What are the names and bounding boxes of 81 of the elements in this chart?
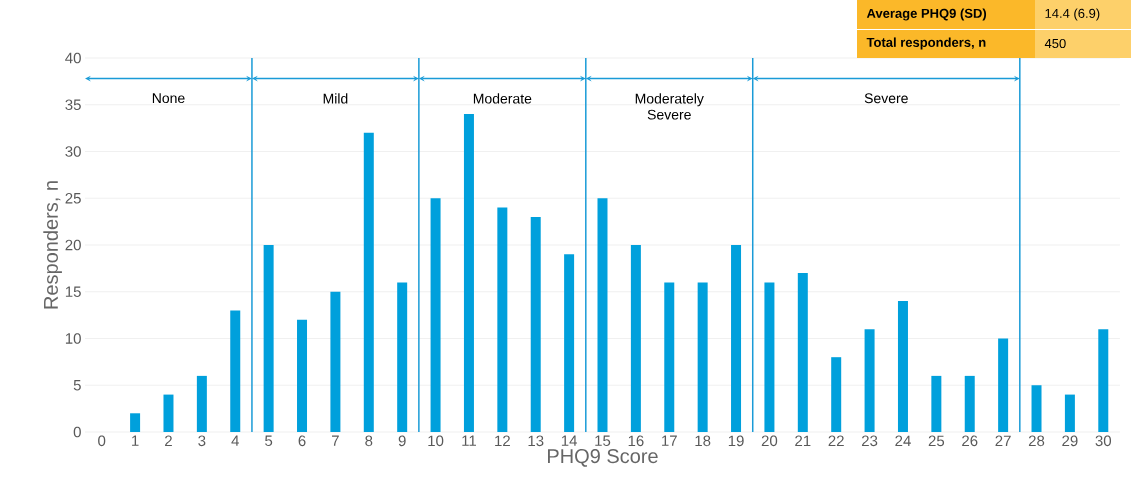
x-tick-label: 9 <box>398 435 406 447</box>
x-tick-label: 10 <box>428 435 444 447</box>
bar <box>497 207 508 432</box>
x-tick-label: 17 <box>662 435 677 446</box>
x-tick-label: 5 <box>265 435 273 446</box>
y-tick-label: 30 <box>65 146 81 157</box>
x-tick-label: 21 <box>795 435 811 446</box>
x-tick-label: 25 <box>928 435 945 447</box>
x-tick-label: 6 <box>298 435 306 447</box>
bar <box>897 301 908 432</box>
x-tick-label: 13 <box>528 435 544 447</box>
text: 450 <box>1044 38 1066 49</box>
bar <box>931 375 942 432</box>
y-tick-label: 0 <box>73 426 81 438</box>
bar <box>230 310 241 432</box>
text: Total responders, n <box>866 37 986 50</box>
annotation: Moderately Severe <box>635 93 704 120</box>
x-tick-label: 14 <box>561 435 578 446</box>
bar <box>196 375 207 432</box>
bar <box>330 291 341 432</box>
bar <box>630 244 641 432</box>
bar <box>397 282 408 432</box>
y-tick-label: 20 <box>65 239 81 251</box>
bar <box>764 282 775 432</box>
x-tick-label: 8 <box>365 435 373 447</box>
x-tick-label: 0 <box>98 435 106 447</box>
x-tick-label: 29 <box>1062 435 1078 447</box>
x-tick-label: 24 <box>895 435 911 446</box>
text: Average PHQ9 (SD) <box>866 8 987 21</box>
x-tick-label: 27 <box>995 435 1011 446</box>
annotation: None <box>152 93 185 104</box>
annotation: Moderate <box>473 93 532 104</box>
bar <box>430 198 441 432</box>
bar <box>964 375 975 432</box>
x-tick-label: 22 <box>828 435 844 446</box>
x-tick-label: 18 <box>695 435 711 447</box>
bar <box>463 114 474 432</box>
y-tick-label: 25 <box>65 192 81 204</box>
bar <box>530 216 541 432</box>
x-tick-label: 4 <box>231 435 239 446</box>
x-axis-title: PHQ9 Score <box>548 449 658 467</box>
x-tick-label: 2 <box>165 435 172 446</box>
x-tick-label: 28 <box>1028 435 1045 447</box>
x-tick-label: 11 <box>462 435 476 446</box>
bar <box>831 357 842 432</box>
bar <box>363 132 374 432</box>
text: 14.4 (6.9) <box>1045 8 1100 21</box>
bar <box>130 413 141 432</box>
annotation: Severe <box>864 93 908 104</box>
bar <box>1064 394 1075 432</box>
bar <box>564 254 575 432</box>
bar <box>263 244 274 432</box>
bar <box>864 329 875 432</box>
bar <box>597 198 608 432</box>
bar <box>797 273 808 432</box>
x-tick-label: 7 <box>332 435 339 446</box>
bar <box>1098 329 1109 432</box>
x-tick-label: 16 <box>628 435 644 447</box>
bar <box>297 319 308 432</box>
x-tick-label: 3 <box>198 435 206 447</box>
x-tick-label: 26 <box>962 435 978 447</box>
annotation: Mild <box>323 93 348 104</box>
x-tick-label: 30 <box>1095 435 1112 447</box>
x-tick-label: 1 <box>132 435 139 446</box>
x-tick-label: 15 <box>595 435 611 446</box>
bar <box>697 282 708 432</box>
x-tick-label: 20 <box>761 435 778 447</box>
bar <box>1031 385 1042 432</box>
y-tick-label: 5 <box>73 380 81 391</box>
bar <box>664 282 675 432</box>
y-tick-label: 40 <box>65 52 81 64</box>
bar <box>998 338 1009 432</box>
x-tick-label: 12 <box>495 435 510 446</box>
bar <box>731 244 742 432</box>
x-tick-label: 19 <box>728 435 744 447</box>
y-tick-label: 10 <box>65 333 81 344</box>
y-axis-title: Responders, n <box>43 181 62 309</box>
x-tick-label: 23 <box>861 435 878 447</box>
y-tick-label: 35 <box>65 99 81 111</box>
bar <box>163 394 174 432</box>
y-tick-label: 15 <box>65 286 81 297</box>
